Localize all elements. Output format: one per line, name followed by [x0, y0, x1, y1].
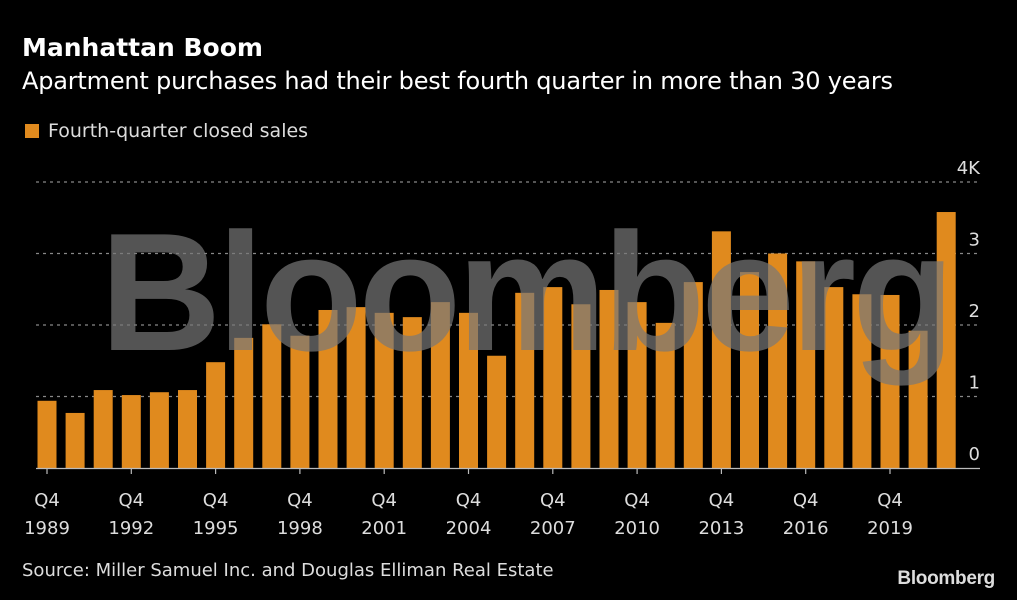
x-tick-label: 2019: [867, 518, 913, 539]
bar: [430, 302, 450, 468]
x-axis-ticks: Q4 1989 Q4 1992 Q4 1995 Q4 1998 Q4 2001 Q4 2004 Q4 20…: [24, 468, 913, 539]
bar: [796, 261, 816, 468]
x-tick-label: 1989: [24, 518, 70, 539]
bar: [206, 362, 226, 468]
bar: [683, 282, 703, 468]
bar: [543, 287, 563, 468]
bar: [234, 337, 254, 468]
bar: [65, 412, 85, 468]
bar: [711, 231, 731, 468]
y-tick-label: 1: [969, 373, 980, 394]
chart-subtitle: Apartment purchases had their best fourt…: [22, 67, 893, 95]
bar: [852, 294, 872, 468]
bar: [824, 287, 844, 468]
bloomberg-logo: Bloomberg: [897, 568, 995, 589]
bar: [346, 307, 366, 468]
x-tick-label: Q4: [203, 490, 229, 511]
x-tick-label: 2016: [783, 518, 829, 539]
y-axis: 0 1 2 3 4K: [957, 158, 981, 465]
x-tick-label: Q4: [34, 490, 60, 511]
x-tick-label: Q4: [456, 490, 482, 511]
chart-title: Manhattan Boom: [22, 33, 263, 62]
y-tick-label: 4K: [957, 158, 981, 179]
bar: [402, 317, 422, 468]
x-tick-label: Q4: [793, 490, 819, 511]
bar: [93, 390, 113, 468]
bar: [740, 272, 759, 468]
bar: [627, 302, 647, 468]
bar: [459, 312, 478, 468]
legend-swatch: [25, 124, 39, 138]
bar: [37, 400, 57, 468]
bar: [936, 212, 956, 468]
bar: [374, 312, 394, 468]
x-tick-label: Q4: [371, 490, 397, 511]
x-tick-label: Q4: [540, 490, 566, 511]
legend-label: Fourth-quarter closed sales: [48, 120, 309, 142]
x-tick-label: Q4: [709, 490, 735, 511]
bar: [318, 309, 338, 468]
bar: [908, 330, 928, 468]
bar: [768, 253, 788, 468]
x-tick-label: 1992: [108, 518, 154, 539]
bar: [149, 392, 169, 468]
x-tick-label: Q4: [624, 490, 650, 511]
x-tick-label: 2004: [446, 518, 492, 539]
bar: [515, 292, 535, 468]
x-tick-label: Q4: [877, 490, 903, 511]
bar: [880, 294, 900, 468]
x-tick-label: Q4: [287, 490, 313, 511]
x-tick-label: 2001: [361, 518, 407, 539]
source-note: Source: Miller Samuel Inc. and Douglas E…: [22, 560, 554, 581]
bar: [262, 324, 282, 468]
x-tick-label: 2013: [698, 518, 744, 539]
legend: Fourth-quarter closed sales: [25, 120, 308, 142]
x-tick-label: 1998: [277, 518, 323, 539]
bar: [599, 289, 619, 468]
bars: [37, 212, 956, 468]
y-tick-label: 0: [969, 444, 980, 465]
gridlines: [36, 181, 980, 398]
watermark: Bloomberg: [100, 198, 951, 386]
y-tick-label: 3: [969, 230, 980, 251]
x-tick-label: Q4: [118, 490, 144, 511]
bar: [121, 395, 141, 468]
bar: [571, 304, 591, 468]
x-tick-label: 2007: [530, 518, 576, 539]
bar: [178, 390, 197, 468]
x-tick-label: 2010: [614, 518, 660, 539]
bar: [655, 322, 675, 468]
bar: [290, 335, 310, 468]
x-tick-label: 1995: [193, 518, 239, 539]
y-tick-label: 2: [969, 301, 980, 322]
bar: [487, 355, 507, 468]
